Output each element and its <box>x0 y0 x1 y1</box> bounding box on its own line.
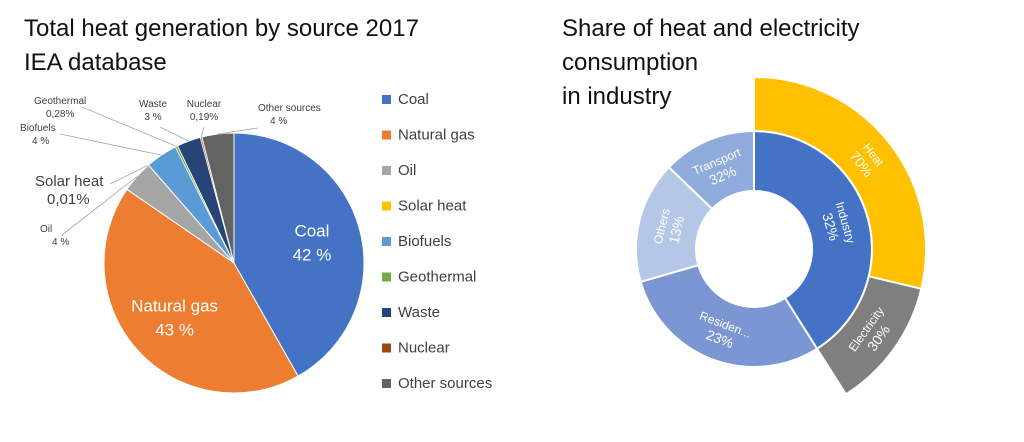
pie-data-label-natural-gas-name: Natural gas <box>131 296 218 315</box>
legend-swatch-natural-gas <box>382 130 391 140</box>
pie-leader-line-nuclear <box>200 126 205 138</box>
heat-electricity-sunburst-chart: Share of heat and electricity consumptio… <box>562 15 927 396</box>
pie-slice-coal <box>233 132 365 377</box>
pie-leader-line-oil <box>61 176 138 236</box>
pie-data-label-oil-name: Oil <box>40 224 52 235</box>
pie-data-label-geothermal-value: 0,28% <box>46 109 74 120</box>
legend-label-other-sources: Other sources <box>398 375 492 392</box>
sunburst-outer-electricity <box>815 275 923 396</box>
sunburst-inner-residen <box>639 263 819 368</box>
legend-swatch-coal <box>382 95 391 104</box>
pie-leader-line-biofuels <box>59 133 162 156</box>
pie-data-label-waste-value: 3 % <box>144 112 161 123</box>
pie-leader-line-geothermal <box>81 106 177 147</box>
pie-leader-line-other-sources <box>217 127 259 135</box>
pie-data-label-coal-name: Coal <box>294 221 329 240</box>
pie-data-label-waste-name: Waste <box>139 99 167 110</box>
sunburst-title-line-2: consumption <box>562 49 698 76</box>
legend-swatch-oil <box>382 166 391 175</box>
pie-data-label-coal-value: 42 % <box>293 245 332 264</box>
pie-data-label-other-sources-value: 4 % <box>270 116 287 127</box>
pie-data-label-solar-heat-name: Solar heat <box>35 173 104 190</box>
legend-swatch-solar-heat <box>382 201 391 211</box>
legend-label-solar-heat: Solar heat <box>398 198 467 215</box>
legend-label-nuclear: Nuclear <box>398 340 450 357</box>
pie-data-label-natural-gas-value: 43 % <box>155 320 194 339</box>
legend-swatch-other-sources <box>382 379 391 388</box>
legend-label-natural-gas: Natural gas <box>398 127 475 144</box>
pie-data-label-nuclear-value: 0,19% <box>190 112 218 123</box>
pie-leader-line-solar-heat <box>109 164 149 185</box>
pie-leader-line-waste <box>159 126 189 142</box>
pie-data-label-geothermal-name: Geothermal <box>34 96 86 107</box>
sunburst-label-inner-others-value: 13% <box>665 214 687 245</box>
legend-label-biofuels: Biofuels <box>398 233 451 250</box>
pie-data-label-nuclear-name: Nuclear <box>187 99 222 110</box>
legend-label-coal: Coal <box>398 91 429 108</box>
sunburst-title-line-3: in industry <box>562 83 671 110</box>
pie-data-label-other-sources-name: Other sources <box>258 103 321 114</box>
sunburst-outer-heat <box>753 75 927 291</box>
legend-swatch-geothermal <box>382 272 391 282</box>
legend-label-geothermal: Geothermal <box>398 269 476 286</box>
legend-swatch-nuclear <box>382 343 391 353</box>
pie-slice-natural-gas <box>103 188 299 394</box>
pie-title-line-2: IEA database <box>24 49 167 76</box>
sunburst-title-line-1: Share of heat and electricity <box>562 15 860 42</box>
legend-swatch-waste <box>382 308 391 317</box>
legend-label-waste: Waste <box>398 304 440 321</box>
pie-data-label-biofuels-name: Biofuels <box>20 123 56 134</box>
pie-data-label-biofuels-value: 4 % <box>32 136 49 147</box>
pie-data-label-oil-value: 4 % <box>52 237 69 248</box>
pie-data-label-solar-heat-value: 0,01% <box>47 191 90 208</box>
legend-label-oil: Oil <box>398 162 416 179</box>
sunburst-label-inner-industry-value: 32% <box>819 211 842 242</box>
legend-swatch-biofuels <box>382 237 391 246</box>
pie-title-line-1: Total heat generation by source 2017 <box>24 15 419 42</box>
heat-generation-pie-chart: Total heat generation by source 2017 IEA… <box>20 15 492 394</box>
